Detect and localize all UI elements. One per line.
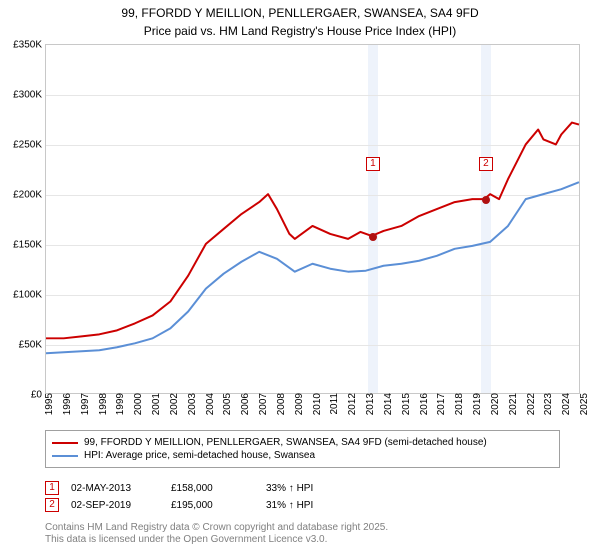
x-tick-label: 2020 — [488, 393, 501, 415]
legend-swatch — [52, 442, 78, 444]
x-tick-label: 2022 — [524, 393, 537, 415]
x-tick-label: 2012 — [345, 393, 358, 415]
y-tick-label: £350K — [13, 40, 46, 51]
x-tick-label: 2009 — [292, 393, 305, 415]
sale-row: 2 02-SEP-2019£195,00031% ↑ HPI — [45, 498, 346, 512]
x-tick-label: 1999 — [113, 393, 126, 415]
sale-dot — [369, 233, 377, 241]
x-tick-label: 2000 — [131, 393, 144, 415]
sale-marker: 2 — [45, 498, 59, 512]
x-tick-label: 2015 — [399, 393, 412, 415]
legend-swatch — [52, 455, 78, 457]
y-tick-label: £150K — [13, 240, 46, 251]
x-tick-label: 1997 — [78, 393, 91, 415]
legend-box: 99, FFORDD Y MEILLION, PENLLERGAER, SWAN… — [45, 430, 560, 468]
x-tick-label: 2013 — [363, 393, 376, 415]
x-tick-label: 2001 — [149, 393, 162, 415]
x-tick-label: 2024 — [559, 393, 572, 415]
series-svg — [46, 45, 579, 393]
x-tick-label: 1996 — [60, 393, 73, 415]
copyright-line2: This data is licensed under the Open Gov… — [45, 534, 388, 546]
x-tick-label: 1998 — [96, 393, 109, 415]
x-tick-label: 2010 — [310, 393, 323, 415]
chart-title-line2: Price paid vs. HM Land Registry's House … — [0, 24, 600, 44]
series-line-property — [46, 123, 579, 339]
plot-area: £0£50K£100K£150K£200K£250K£300K£350K1995… — [45, 44, 580, 394]
x-tick-label: 2004 — [203, 393, 216, 415]
x-tick-label: 2005 — [220, 393, 233, 415]
x-tick-label: 2021 — [506, 393, 519, 415]
x-tick-label: 2016 — [417, 393, 430, 415]
copyright-text: Contains HM Land Registry data © Crown c… — [45, 522, 388, 546]
sale-price: £195,000 — [171, 500, 266, 511]
x-tick-label: 1995 — [42, 393, 55, 415]
y-tick-label: £250K — [13, 140, 46, 151]
sale-price: £158,000 — [171, 483, 266, 494]
marker-label: 2 — [479, 157, 493, 171]
sale-marker: 1 — [45, 481, 59, 495]
sale-row: 1 02-MAY-2013£158,00033% ↑ HPI — [45, 481, 346, 495]
x-tick-label: 2011 — [327, 393, 340, 415]
x-tick-label: 2025 — [577, 393, 590, 415]
sales-table: 1 02-MAY-2013£158,00033% ↑ HPI 2 02-SEP-201… — [45, 478, 346, 515]
sale-hpi-delta: 31% ↑ HPI — [266, 500, 346, 511]
sale-date: 02-SEP-2019 — [71, 500, 171, 511]
sale-date: 02-MAY-2013 — [71, 483, 171, 494]
x-tick-label: 2023 — [541, 393, 554, 415]
chart-container: 99, FFORDD Y MEILLION, PENLLERGAER, SWAN… — [0, 0, 600, 560]
x-tick-label: 2014 — [381, 393, 394, 415]
marker-label: 1 — [366, 157, 380, 171]
sale-hpi-delta: 33% ↑ HPI — [266, 483, 346, 494]
x-tick-label: 2019 — [470, 393, 483, 415]
x-tick-label: 2007 — [256, 393, 269, 415]
legend-row: 99, FFORDD Y MEILLION, PENLLERGAER, SWAN… — [52, 437, 553, 448]
chart-title-line1: 99, FFORDD Y MEILLION, PENLLERGAER, SWAN… — [0, 0, 600, 24]
x-tick-label: 2017 — [434, 393, 447, 415]
x-tick-label: 2018 — [452, 393, 465, 415]
x-tick-label: 2002 — [167, 393, 180, 415]
legend-label: HPI: Average price, semi-detached house,… — [84, 450, 315, 461]
y-tick-label: £200K — [13, 190, 46, 201]
x-tick-label: 2008 — [274, 393, 287, 415]
y-tick-label: £50K — [19, 340, 46, 351]
y-tick-label: £300K — [13, 90, 46, 101]
sale-dot — [482, 196, 490, 204]
legend-label: 99, FFORDD Y MEILLION, PENLLERGAER, SWAN… — [84, 437, 487, 448]
legend-row: HPI: Average price, semi-detached house,… — [52, 450, 553, 461]
x-tick-label: 2003 — [185, 393, 198, 415]
y-tick-label: £100K — [13, 290, 46, 301]
copyright-line1: Contains HM Land Registry data © Crown c… — [45, 522, 388, 534]
x-tick-label: 2006 — [238, 393, 251, 415]
